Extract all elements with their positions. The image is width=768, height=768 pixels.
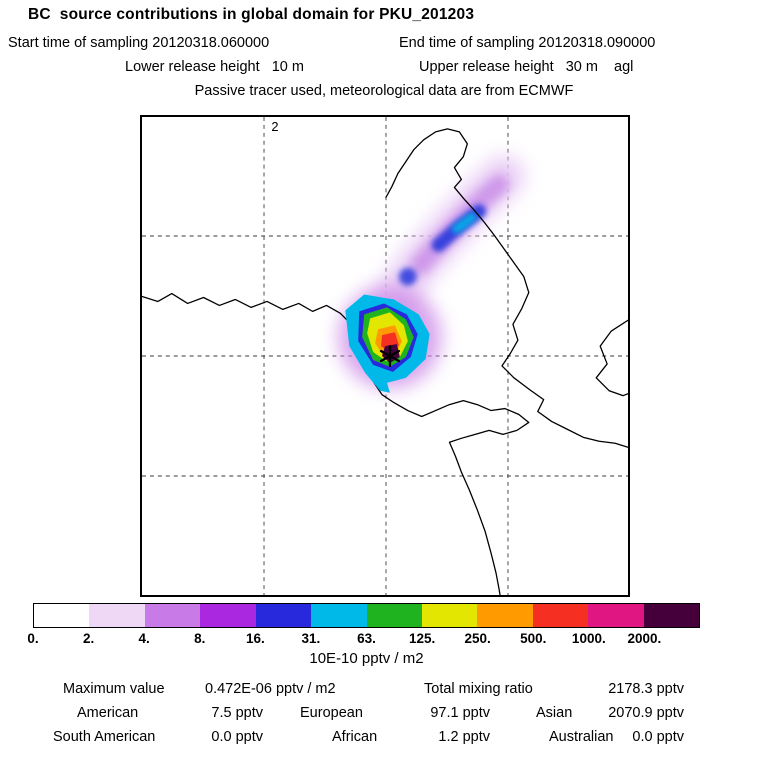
colorbar-segment [89,604,145,627]
contribution-label-asian: Asian [536,705,573,721]
page-title: BC source contributions in global domain… [28,6,475,23]
colorbar-tick: 63. [357,631,376,646]
contribution-label-australian: Australian [549,729,614,745]
colorbar-segment [477,604,533,627]
total-mixing-ratio-value: 2178.3 pptv [608,681,684,697]
colorbar-tick: 31. [301,631,321,646]
colorbar-tick: 1000. [571,631,606,646]
colorbar [33,603,700,628]
colorbar-segment [421,604,478,627]
contribution-label-american: American [77,705,139,721]
colorbar-segment [255,604,312,627]
colorbar-tick: 16. [245,631,265,646]
colorbar-tick: 8. [194,631,206,646]
start-time-text: Start time of sampling 20120318.060000 [8,35,270,51]
contribution-value-european: 97.1 pptv [430,705,490,721]
map-canvas: 2 [142,117,628,595]
contribution-value-american: 7.5 pptv [211,705,263,721]
end-time-text: End time of sampling 20120318.090000 [399,35,656,51]
colorbar-ticks: 0. 2. 4. 8. 16. 31. 63. 125. 250. 500. 1000. 2000. [27,631,700,647]
colorbar-segment [366,604,422,627]
contribution-label-european: European [300,705,363,721]
contribution-value-asian: 2070.9 pptv [608,705,684,721]
colorbar-tick: 2000. [627,631,662,646]
maximum-value-label: Maximum value [63,681,165,697]
contribution-label-south-american: South American [53,729,156,745]
colorbar-tick: 4. [138,631,150,646]
upper-release-text: Upper release height 30 m agl [419,59,634,75]
colorbar-segment [588,604,644,627]
colorbar-tick: 250. [464,631,491,646]
lower-release-text: Lower release height 10 m [125,59,304,75]
colorbar-segment [311,604,367,627]
colorbar-tick: 500. [520,631,547,646]
colorbar-tick: 0. [27,631,39,646]
plume-core [345,294,430,393]
contribution-label-african: African [332,729,378,745]
coastline-east [595,319,628,397]
contribution-value-african: 1.2 pptv [438,729,490,745]
tracer-info-text: Passive tracer used, meteorological data… [194,83,574,99]
map-grid-label: 2 [271,119,278,134]
colorbar-segment [34,604,90,627]
coastline-korea [385,128,628,448]
colorbar-segment [200,604,256,627]
coastline-china [142,292,530,595]
map-frame: 2 [140,115,630,597]
colorbar-segment [144,604,201,627]
colorbar-segment [532,604,589,627]
contribution-value-australian: 0.0 pptv [632,729,684,745]
colorbar-tick: 125. [408,631,436,646]
source-star [379,344,401,368]
contribution-value-south-american: 0.0 pptv [211,729,263,745]
colorbar-segment [643,604,700,627]
total-mixing-ratio-label: Total mixing ratio [424,681,533,697]
colorbar-wrap: 0. 2. 4. 8. 16. 31. 63. 125. 250. 500. 1000. 2000. … [27,603,700,667]
maximum-value: 0.472E-06 pptv / m2 [205,681,336,697]
colorbar-units-label: 10E-10 pptv / m2 [309,650,424,667]
colorbar-tick: 2. [82,631,95,646]
coastlines [142,128,628,595]
